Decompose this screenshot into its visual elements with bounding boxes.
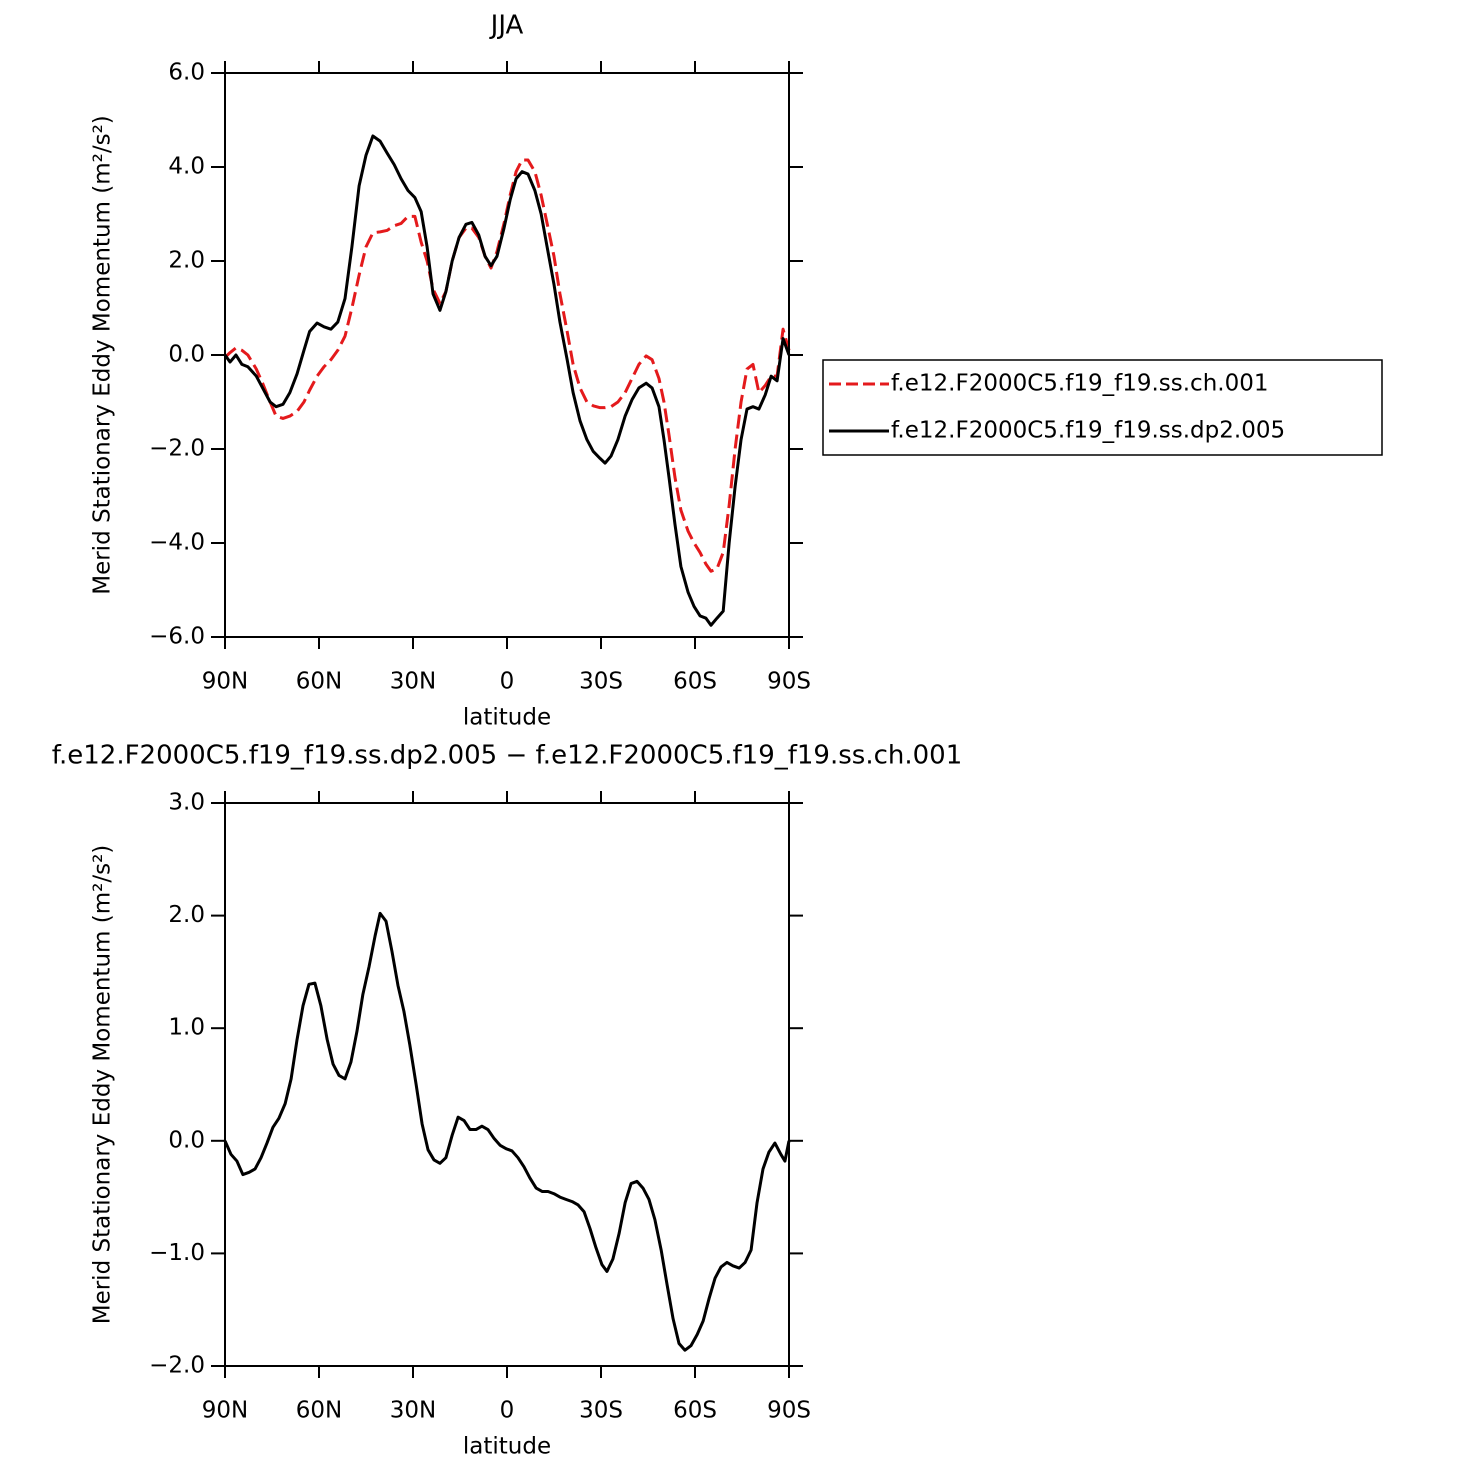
x-axis-label: latitude — [463, 705, 551, 731]
x-axis-label: latitude — [463, 1434, 551, 1460]
x-tick-label: 60N — [296, 1398, 342, 1424]
y-tick-label: −2.0 — [149, 1353, 205, 1379]
plot-frame — [224, 802, 790, 1367]
chart-title: f.e12.F2000C5.f19_f19.ss.dp2.005 − f.e12… — [52, 741, 963, 771]
y-tick-label: 1.0 — [168, 1015, 205, 1041]
x-tick-label: 90N — [202, 1398, 248, 1424]
y-tick-label: 0.0 — [168, 1127, 205, 1153]
y-tick-label: 2.0 — [168, 248, 205, 274]
x-tick-label: 60N — [296, 669, 342, 695]
data-line — [223, 911, 791, 1352]
plot-frame — [224, 72, 790, 638]
x-tick-label: 0 — [500, 1398, 515, 1424]
x-tick-label: 0 — [500, 669, 515, 695]
legend-label: f.e12.F2000C5.f19_f19.ss.dp2.005 — [891, 418, 1285, 444]
y-tick-label: 3.0 — [168, 790, 205, 816]
y-tick-label: 0.0 — [168, 342, 205, 368]
data-line — [223, 134, 791, 627]
y-tick-label: −4.0 — [149, 530, 205, 556]
x-tick-label: 90N — [202, 669, 248, 695]
x-tick-label: 30S — [579, 669, 623, 695]
y-tick-label: −1.0 — [149, 1240, 205, 1266]
data-line — [223, 158, 791, 573]
y-tick-label: −6.0 — [149, 624, 205, 650]
y-axis-label: Merid Stationary Eddy Momentum (m²/s²) — [90, 115, 116, 595]
x-tick-label: 90S — [767, 669, 811, 695]
y-tick-label: 4.0 — [168, 154, 205, 180]
x-tick-label: 30S — [579, 1398, 623, 1424]
x-tick-label: 30N — [390, 1398, 436, 1424]
y-tick-label: 6.0 — [168, 60, 205, 86]
x-tick-label: 90S — [767, 1398, 811, 1424]
legend-box — [822, 359, 1383, 456]
x-tick-label: 60S — [673, 669, 717, 695]
y-tick-label: 2.0 — [168, 902, 205, 928]
x-tick-label: 30N — [390, 669, 436, 695]
y-tick-label: −2.0 — [149, 436, 205, 462]
y-axis-label: Merid Stationary Eddy Momentum (m²/s²) — [90, 845, 116, 1325]
chart-title: JJA — [489, 11, 524, 41]
x-tick-label: 60S — [673, 1398, 717, 1424]
legend-label: f.e12.F2000C5.f19_f19.ss.ch.001 — [891, 371, 1268, 397]
